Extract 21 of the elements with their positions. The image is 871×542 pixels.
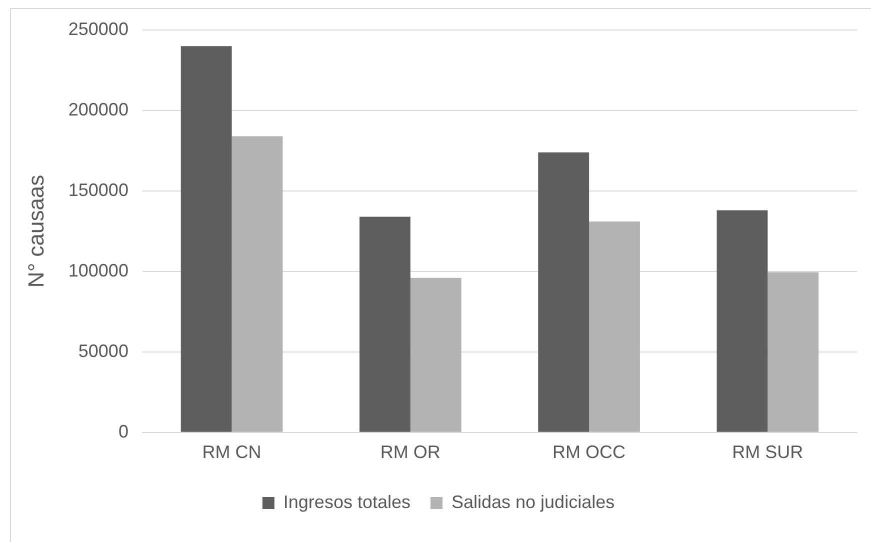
bar [716,210,768,432]
bar [589,222,640,432]
y-tick-label: 250000 [68,18,128,39]
x-tick-label: RM CN [202,442,262,462]
y-tick-label: 50000 [78,340,128,361]
y-tick-label: 100000 [68,260,128,280]
bar [410,278,462,432]
y-tick-label: 150000 [68,180,128,200]
x-tick-label: RM OR [380,442,440,462]
y-tick-label: 0 [118,421,128,442]
bar [768,272,819,432]
bar [360,216,410,432]
bar [538,152,590,432]
y-axis-title: N° causaas [23,174,48,288]
y-tick-label: 200000 [68,99,128,120]
x-tick-label: RM SUR [732,442,804,462]
x-tick-label: RM OCC [552,442,626,462]
legend-label: Salidas no judiciales [451,492,615,512]
bar [180,46,232,432]
legend-label: Ingresos totales [283,492,410,512]
bar [232,136,283,432]
